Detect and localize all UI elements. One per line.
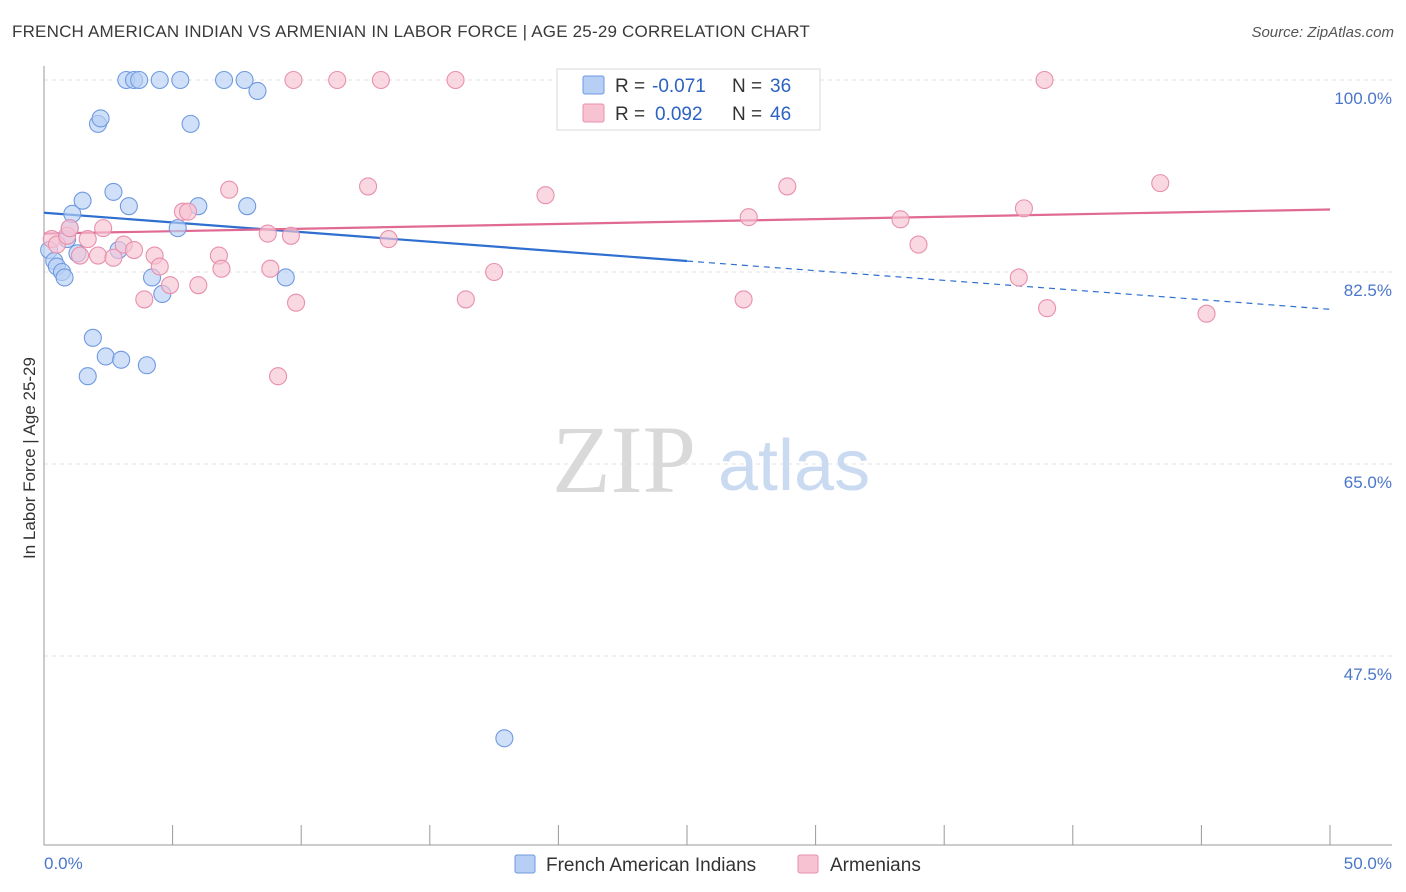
x-tick-label-min: 0.0% [44,854,83,873]
point-french-american-indian [171,70,190,90]
point-armenian [1038,299,1057,318]
point-french-american-indian [181,114,200,133]
point-french-american-indian [214,70,234,90]
legend-swatch-blue [582,75,605,95]
trend-line-extension-french-american-indians [686,260,1331,310]
trend-line-french-american-indians [43,211,688,263]
chart-title: FRENCH AMERICAN INDIAN VS ARMENIAN IN LA… [12,22,810,41]
points-layer [40,70,1216,748]
trend-line-armenians [43,208,1331,235]
point-french-american-indian [276,268,295,287]
point-french-american-indian [96,347,115,366]
point-french-american-indian [137,356,156,375]
point-armenian [1035,70,1054,90]
y-tick-label: 100.0% [1334,89,1392,108]
point-french-american-indian [235,70,254,90]
point-armenian [212,259,231,278]
point-armenian [284,70,303,90]
point-armenian [456,290,475,309]
point-armenian [104,248,123,267]
point-armenian [1014,199,1033,218]
point-armenian [359,177,378,196]
point-french-american-indian [83,328,102,347]
point-armenian [178,202,198,221]
grid-layer [44,79,1392,657]
point-armenian [88,246,108,265]
watermark-atlas: atlas [718,426,870,506]
point-french-american-indian [91,109,110,128]
series-legend-label-2: Armenians [830,855,921,876]
legend-n-value-1: 36 [770,76,791,97]
point-french-american-indian [248,81,267,101]
point-armenian [734,290,753,309]
point-armenian [287,293,306,312]
watermark-zip: ZIP [552,406,696,513]
y-axis-title: In Labor Force | Age 25-29 [20,357,39,559]
point-armenian [379,230,398,249]
point-french-american-indian [238,197,257,216]
point-french-american-indian [150,70,169,90]
point-armenian [150,257,169,276]
point-armenian [1151,174,1170,193]
legend-n-value-2: 46 [770,104,791,125]
point-french-american-indian [104,182,123,201]
x-tick-label-max: 50.0% [1344,854,1392,873]
point-armenian [328,70,347,90]
point-armenian [189,276,208,295]
point-french-american-indian [168,219,187,238]
point-armenian [1197,304,1216,323]
point-french-american-indian [130,70,149,90]
point-armenian [1009,268,1028,287]
legend-swatch-pink [582,103,605,123]
legend-r-value-1: -0.071 [652,76,706,97]
y-tick-label: 82.5% [1344,281,1392,300]
series-legend-swatch-pink [797,854,819,874]
point-armenian [70,246,90,265]
point-armenian [371,70,390,90]
legend-n-label-1: N = [732,76,762,97]
point-french-american-indian [55,268,74,287]
point-armenian [536,186,555,205]
point-armenian [739,208,758,227]
point-french-american-indian [73,191,92,210]
point-armenian [269,367,288,386]
legend-r-label-1: R = [615,76,645,97]
point-armenian [220,180,239,199]
point-armenian [261,259,280,278]
point-french-american-indian [119,197,138,216]
series-legend-swatch-blue [514,854,536,874]
y-tick-label: 47.5% [1344,665,1392,684]
point-armenian [60,219,79,238]
point-armenian [485,262,504,282]
point-armenian [281,226,300,245]
point-french-american-indian [112,350,131,369]
stats-legend: R = -0.071 N = 36 R = 0.092 N = 46 [556,68,821,131]
point-armenian [446,70,465,90]
legend-r-label-2: R = [615,104,645,125]
legend-n-label-2: N = [732,104,762,125]
point-armenian [891,210,910,229]
point-french-american-indian [78,367,97,386]
point-armenian [135,290,154,309]
source-label: Source: ZipAtlas.com [1251,24,1394,41]
watermark: ZIP atlas [552,406,870,513]
point-armenian [124,241,144,260]
point-french-american-indian [495,729,514,748]
point-armenian [778,177,797,196]
point-armenian [94,219,113,238]
series-legend-label-1: French American Indians [546,855,756,876]
y-tick-label: 65.0% [1344,473,1392,492]
point-armenian [909,235,928,254]
point-armenian [160,276,180,295]
axis-layer: 100.0% 82.5% 65.0% 47.5% 0.0% 50.0% [43,66,1392,873]
point-armenian [258,224,277,243]
legend-r-value-2: 0.092 [655,104,703,125]
trend-layer [43,208,1331,310]
point-armenian [78,230,97,249]
series-legend: French American Indians Armenians [514,854,921,876]
